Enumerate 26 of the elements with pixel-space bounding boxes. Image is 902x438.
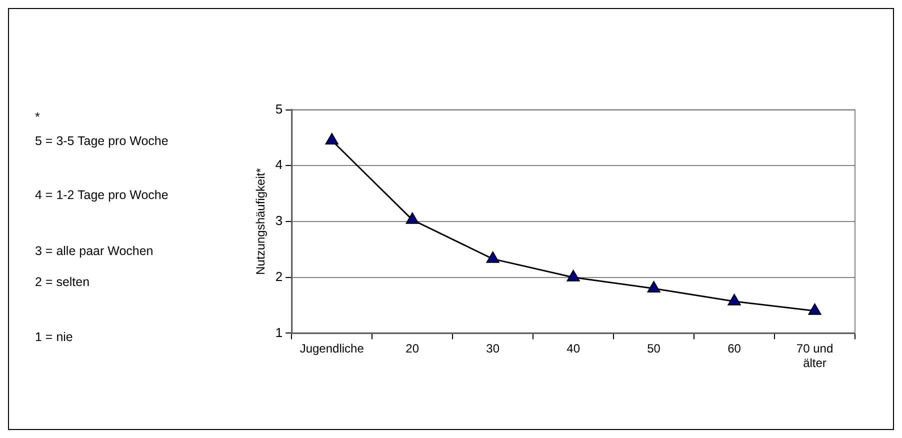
text: 5 = 3-5 Tage pro Woche	[35, 134, 168, 148]
x-tick-label: Jugendliche	[300, 342, 364, 356]
y-tick-label: 3	[275, 213, 283, 228]
point	[566, 270, 580, 282]
x-tick-label: 60	[728, 342, 742, 356]
text: 2 = selten	[35, 275, 90, 289]
point	[728, 294, 741, 306]
y-tick-label: 4	[275, 157, 283, 172]
point	[808, 303, 822, 315]
y-tick-label: 5	[275, 101, 283, 116]
x-tick-label: 20	[406, 342, 420, 356]
y-axis-title: Nutzungshäufigkeit*	[254, 168, 268, 275]
x-tick-label: 70 und älter	[796, 342, 834, 370]
text: 1 = nie	[35, 330, 73, 344]
point	[486, 251, 500, 263]
text: 4 = 1-2 Tage pro Woche	[35, 188, 168, 202]
point	[647, 281, 660, 293]
text: 3 = alle paar Wochen	[35, 244, 154, 258]
point	[325, 133, 338, 145]
x-tick-label: 50	[647, 342, 661, 356]
y-tick-label: 1	[275, 324, 283, 340]
point	[406, 212, 419, 224]
y-tick-label: 2	[275, 268, 283, 284]
x-tick-label: 30	[486, 342, 500, 356]
text: *	[35, 110, 40, 124]
x-tick-label: 40	[566, 342, 580, 356]
